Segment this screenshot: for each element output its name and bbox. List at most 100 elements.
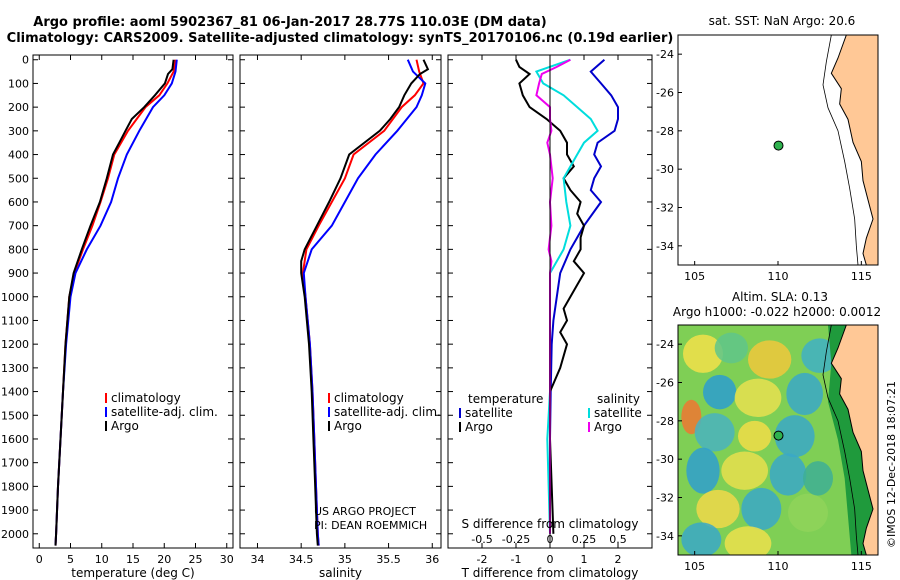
legend-label: Argo [465, 420, 493, 434]
legend-label: Argo [111, 419, 139, 433]
x-tick-label: -1 [511, 553, 522, 566]
annotation-pi: PI: DEAN ROEMMICH [314, 519, 427, 532]
s-tick-label: 0 [547, 533, 554, 546]
x-tick-label: -2 [477, 553, 488, 566]
sla-anomaly-blob [801, 338, 839, 373]
x-tick-label: 30 [220, 553, 234, 566]
sla-anomaly-blob [683, 334, 723, 373]
x-tick-label: 115 [851, 560, 872, 573]
y-tick-label: 1100 [1, 314, 29, 327]
y-tick-label: -24 [656, 48, 674, 61]
sla-anomaly-blob [741, 487, 782, 531]
sla-anomaly-blob [694, 413, 735, 452]
y-tick-label: 100 [8, 77, 29, 90]
x-axis-label: temperature (deg C) [71, 566, 194, 580]
y-tick-label: -34 [656, 240, 674, 253]
x-tick-label: 115 [851, 270, 872, 283]
map-content [678, 35, 878, 265]
y-tick-label: 1400 [1, 386, 29, 399]
figure-title-line2: Climatology: CARS2009. Satellite-adjuste… [7, 31, 674, 46]
sla-anomaly-blob [734, 378, 782, 418]
x-tick-label: 105 [684, 560, 705, 573]
shelf-contour [822, 325, 859, 555]
legend-label: satellite [465, 406, 513, 420]
sla-anomaly-blob [769, 453, 807, 496]
legend-label: satellite [594, 406, 642, 420]
panel-temperature: 0100200300400500600700800900100011001200… [1, 54, 234, 580]
y-tick-label: 1200 [1, 338, 29, 351]
sla-anomaly-blob [786, 372, 824, 416]
figure-title-line1: Argo profile: aoml 5902367_81 06-Jan-201… [33, 15, 546, 30]
y-tick-label: -26 [656, 87, 674, 100]
series-line-t-satellite [549, 58, 619, 534]
y-tick-label: 700 [8, 220, 29, 233]
x-tick-label: 25 [189, 553, 203, 566]
x-tick-label: 5 [67, 553, 74, 566]
map-title-sst: sat. SST: NaN Argo: 20.6 [709, 14, 856, 28]
series-line-argo [54, 59, 175, 546]
legend-title-salinity: salinity [597, 392, 640, 406]
y-tick-label: 1500 [1, 409, 29, 422]
x-tick-label: 0 [36, 553, 43, 566]
map-content [678, 325, 878, 555]
sla-anomaly-blob [681, 522, 722, 555]
y-tick-label: -26 [656, 377, 674, 390]
sla-anomaly-blob [703, 374, 737, 410]
argo-location-marker [773, 430, 784, 441]
x-tick-label: 36 [425, 553, 439, 566]
x-tick-label: 110 [768, 560, 789, 573]
sla-anomaly-blob [738, 420, 772, 452]
x-tick-label: 15 [126, 553, 140, 566]
y-tick-label: 1800 [1, 480, 29, 493]
sla-anomaly-blob [714, 332, 748, 364]
sla-anomaly-blob [724, 526, 772, 555]
x-tick-label: 110 [768, 270, 789, 283]
y-tick-label: 200 [8, 101, 29, 114]
legend-label: climatology [111, 391, 181, 405]
legend-label: satellite-adj. clim. [111, 405, 218, 419]
y-tick-label: -30 [656, 453, 674, 466]
imos-stamp: ©IMOS 12-Dec-2018 18:07:21 [885, 381, 898, 548]
x-tick-label: 35.5 [376, 553, 401, 566]
s-tick-label: -0.25 [502, 533, 530, 546]
plot-frame [32, 54, 234, 549]
legend-label: Argo [334, 419, 362, 433]
landmass [830, 35, 878, 265]
argo-location-marker [773, 140, 784, 151]
map-sla_map: 105 110 115 -24 -26 -28 -30 -32 -34 Altim. SLA: 0… [656, 290, 881, 573]
legend-title-temperature: temperature [468, 392, 543, 406]
y-tick-label: -32 [656, 492, 674, 505]
s-tick-label: -0.5 [471, 533, 492, 546]
plot-frame [239, 54, 442, 549]
sla-anomaly-blob [686, 447, 720, 494]
y-tick-label: 0 [22, 54, 29, 67]
y-tick-label: 600 [8, 196, 29, 209]
y-tick-label: -32 [656, 202, 674, 215]
y-tick-label: -28 [656, 125, 674, 138]
y-tick-label: -28 [656, 415, 674, 428]
y-tick-label: 1300 [1, 362, 29, 375]
panel-salinity: 34 34.5 35 35.5 36 salinity climatologysatelli… [239, 54, 442, 580]
x-tick-label: 34 [250, 553, 264, 566]
y-tick-label: 1000 [1, 291, 29, 304]
panel-differences: -2 -1 0 1 2T difference from climatology -0.5… [447, 54, 653, 580]
sla-anomaly-blob [803, 461, 833, 496]
x-tick-label: 20 [157, 553, 171, 566]
x-tick-label: 35 [338, 553, 352, 566]
legend-label: satellite-adj. clim. [334, 405, 441, 419]
x-axis-label: salinity [319, 566, 362, 580]
y-tick-label: -34 [656, 530, 674, 543]
y-tick-label: 1900 [1, 504, 29, 517]
map-subtitle-sla: Argo h1000: -0.022 h2000: 0.0012 [673, 305, 881, 319]
y-tick-label: -30 [656, 163, 674, 176]
legend-label: Argo [594, 420, 622, 434]
sla-anomaly-blob [748, 340, 792, 379]
s-tick-label: 0.5 [609, 533, 627, 546]
y-tick-label: 300 [8, 125, 29, 138]
series-line-argo [300, 59, 430, 546]
y-tick-label: 1600 [1, 433, 29, 446]
y-tick-label: 800 [8, 243, 29, 256]
shelf-contour [822, 35, 859, 265]
x-tick-label: 34.5 [289, 553, 314, 566]
y-tick-label: 2000 [1, 528, 29, 541]
